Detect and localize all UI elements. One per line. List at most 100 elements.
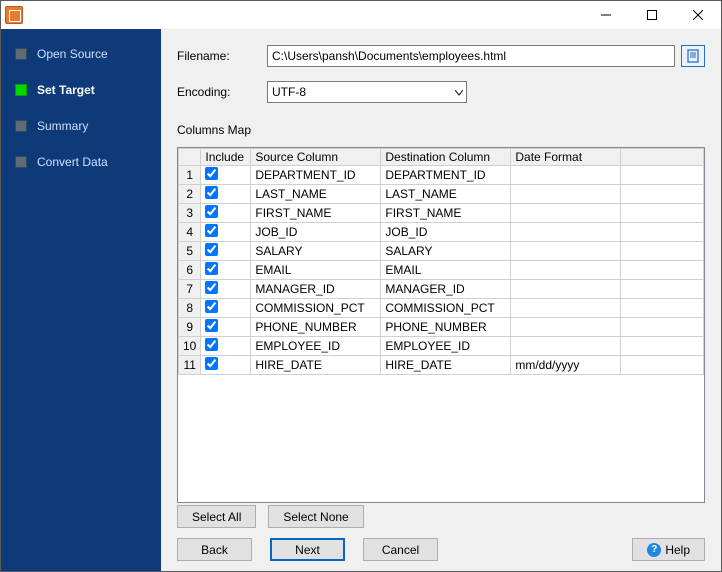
filename-label: Filename: [177,49,267,63]
browse-file-button[interactable] [681,45,705,67]
grid-row[interactable]: 8COMMISSION_PCTCOMMISSION_PCT [179,299,704,318]
include-checkbox[interactable] [205,243,218,256]
col-header-destination[interactable]: Destination Column [381,149,511,166]
include-checkbox[interactable] [205,281,218,294]
date-format-cell[interactable] [511,185,621,204]
include-cell[interactable] [201,166,251,185]
maximize-button[interactable] [629,1,675,29]
include-checkbox[interactable] [205,205,218,218]
source-column-cell[interactable]: MANAGER_ID [251,280,381,299]
filename-input[interactable] [267,45,675,67]
date-format-cell[interactable] [511,261,621,280]
date-format-cell[interactable] [511,337,621,356]
destination-column-cell[interactable]: EMPLOYEE_ID [381,337,511,356]
grid-row[interactable]: 9PHONE_NUMBERPHONE_NUMBER [179,318,704,337]
destination-column-cell[interactable]: HIRE_DATE [381,356,511,375]
include-cell[interactable] [201,299,251,318]
destination-column-cell[interactable]: FIRST_NAME [381,204,511,223]
grid-row[interactable]: 3FIRST_NAMEFIRST_NAME [179,204,704,223]
step-marker-icon [15,84,27,96]
include-cell[interactable] [201,356,251,375]
destination-column-cell[interactable]: JOB_ID [381,223,511,242]
source-column-cell[interactable]: LAST_NAME [251,185,381,204]
destination-column-cell[interactable]: SALARY [381,242,511,261]
include-checkbox[interactable] [205,167,218,180]
include-checkbox[interactable] [205,186,218,199]
date-format-cell[interactable]: mm/dd/yyyy [511,356,621,375]
date-format-cell[interactable] [511,318,621,337]
row-number: 7 [179,280,201,299]
grid-row[interactable]: 5SALARYSALARY [179,242,704,261]
grid-spacer-cell [621,280,704,299]
col-header-source[interactable]: Source Column [251,149,381,166]
grid-row[interactable]: 7 MANAGER_IDMANAGER_ID [179,280,704,299]
sidebar-item-convert-data[interactable]: Convert Data [1,151,161,173]
source-column-cell[interactable]: COMMISSION_PCT [251,299,381,318]
source-column-cell[interactable]: SALARY [251,242,381,261]
destination-column-cell[interactable]: COMMISSION_PCT [381,299,511,318]
include-cell[interactable] [201,242,251,261]
close-button[interactable] [675,1,721,29]
include-cell[interactable] [201,261,251,280]
date-format-cell[interactable] [511,204,621,223]
sidebar-item-label: Open Source [37,47,108,61]
destination-column-cell[interactable]: MANAGER_ID [381,280,511,299]
select-all-button[interactable]: Select All [177,505,256,528]
date-format-cell[interactable] [511,242,621,261]
cancel-button[interactable]: Cancel [363,538,438,561]
grid-row[interactable]: 4JOB_IDJOB_ID [179,223,704,242]
source-column-cell[interactable]: PHONE_NUMBER [251,318,381,337]
source-column-cell[interactable]: FIRST_NAME [251,204,381,223]
minimize-button[interactable] [583,1,629,29]
grid-row[interactable]: 10EMPLOYEE_IDEMPLOYEE_ID [179,337,704,356]
source-column-cell[interactable]: JOB_ID [251,223,381,242]
include-cell[interactable] [201,280,251,299]
row-number: 2 [179,185,201,204]
document-icon [686,49,700,63]
encoding-select[interactable]: UTF-8 [267,81,467,103]
include-checkbox[interactable] [205,262,218,275]
date-format-cell[interactable] [511,166,621,185]
grid-row[interactable]: 11HIRE_DATEHIRE_DATEmm/dd/yyyy [179,356,704,375]
next-button[interactable]: Next [270,538,345,561]
select-none-button[interactable]: Select None [268,505,363,528]
destination-column-cell[interactable]: PHONE_NUMBER [381,318,511,337]
help-button[interactable]: ? Help [632,538,705,561]
include-cell[interactable] [201,204,251,223]
source-column-cell[interactable]: EMPLOYEE_ID [251,337,381,356]
col-header-date-format[interactable]: Date Format [511,149,621,166]
row-number: 1 [179,166,201,185]
destination-column-cell[interactable]: DEPARTMENT_ID [381,166,511,185]
grid-row[interactable]: 1 DEPARTMENT_IDDEPARTMENT_ID [179,166,704,185]
include-cell[interactable] [201,185,251,204]
sidebar-item-summary[interactable]: Summary [1,115,161,137]
include-checkbox[interactable] [205,319,218,332]
date-format-cell[interactable] [511,280,621,299]
include-cell[interactable] [201,318,251,337]
grid-row[interactable]: 2 LAST_NAMELAST_NAME [179,185,704,204]
back-button[interactable]: Back [177,538,252,561]
source-column-cell[interactable]: HIRE_DATE [251,356,381,375]
step-marker-icon [15,48,27,60]
include-cell[interactable] [201,337,251,356]
columns-map-label: Columns Map [177,123,705,137]
include-checkbox[interactable] [205,224,218,237]
include-checkbox[interactable] [205,338,218,351]
row-number: 11 [179,356,201,375]
sidebar-item-set-target[interactable]: Set Target [1,79,161,101]
destination-column-cell[interactable]: LAST_NAME [381,185,511,204]
date-format-cell[interactable] [511,223,621,242]
help-button-label: Help [665,543,690,557]
source-column-cell[interactable]: EMAIL [251,261,381,280]
columns-map-grid[interactable]: Include Source Column Destination Column… [177,147,705,503]
grid-row[interactable]: 6EMAILEMAIL [179,261,704,280]
destination-column-cell[interactable]: EMAIL [381,261,511,280]
source-column-cell[interactable]: DEPARTMENT_ID [251,166,381,185]
include-checkbox[interactable] [205,300,218,313]
titlebar [1,1,721,29]
include-checkbox[interactable] [205,357,218,370]
date-format-cell[interactable] [511,299,621,318]
col-header-include[interactable]: Include [201,149,251,166]
sidebar-item-open-source[interactable]: Open Source [1,43,161,65]
include-cell[interactable] [201,223,251,242]
